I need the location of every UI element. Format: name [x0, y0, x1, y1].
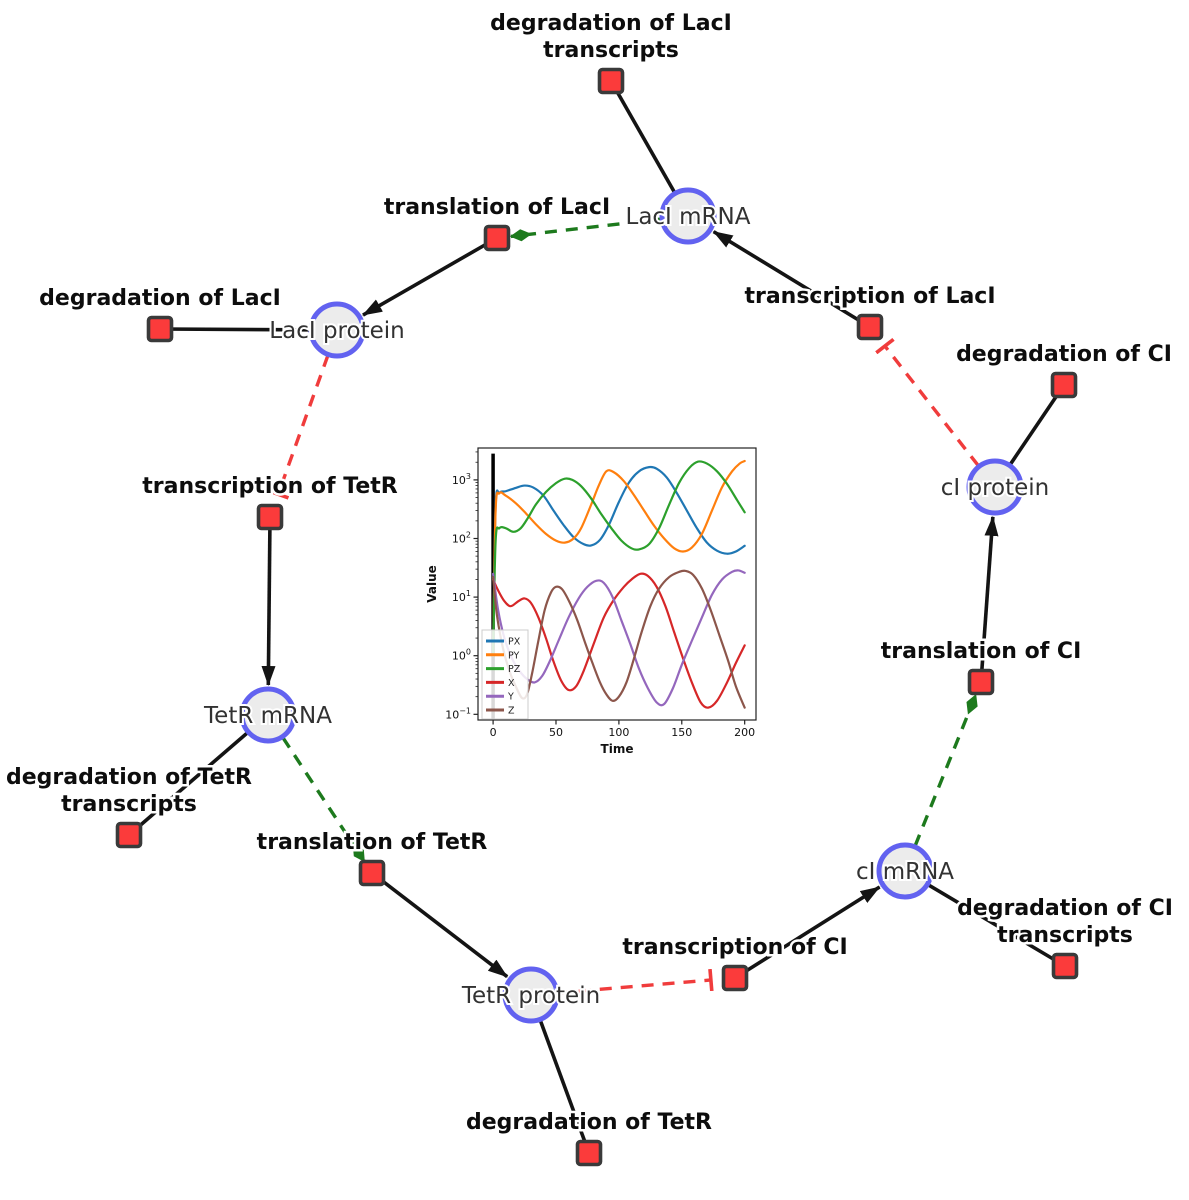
reaction-label-deg_tetr: degradation of TetR	[466, 1110, 712, 1135]
species-node-ci_mrna[interactable]	[876, 842, 934, 900]
legend-entry-PY: PY	[508, 650, 520, 661]
reaction-node-deg_tetr_tx[interactable]	[115, 821, 143, 849]
reaction-label-transl_tetr: translation of TetR	[257, 830, 488, 855]
edge-production-txn_laci-to-laci_mrna	[712, 230, 871, 329]
reaction-node-txn_laci[interactable]	[856, 313, 884, 341]
x-tick-label: 50	[549, 726, 563, 739]
reaction-label-deg_laci: degradation of LacI	[39, 286, 281, 311]
species-label-laci_mrna: LacI mRNA	[626, 204, 751, 230]
edge-consumption-ci_mrna-to-deg_ci_tx	[904, 869, 1066, 968]
reaction-label-transl_laci: translation of LacI	[384, 195, 610, 220]
x-tick-label: 100	[608, 726, 629, 739]
edge-production-transl_laci-to-laci_protein	[362, 236, 498, 317]
legend-entry-PX: PX	[508, 637, 521, 648]
edge-consumption-tetr_mrna-to-deg_tetr_tx	[127, 713, 270, 837]
series-line-X	[491, 572, 746, 709]
reaction-node-transl_tetr[interactable]	[358, 859, 386, 887]
edge-catalysis-ci_mrna-to-transl_ci	[913, 694, 978, 847]
x-tick-label: 200	[734, 726, 755, 739]
reaction-node-transl_ci[interactable]	[967, 668, 995, 696]
edge-production-txn_tetr-to-tetr_mrna	[261, 516, 276, 687]
x-tick-label: 0	[490, 726, 497, 739]
series-line-PY	[491, 459, 746, 657]
species-label-laci_protein: LacI protein	[269, 318, 404, 344]
legend-entry-PZ: PZ	[508, 664, 521, 675]
species-label-ci_protein: cI protein	[941, 475, 1050, 501]
reaction-node-deg_ci_tx[interactable]	[1051, 952, 1079, 980]
edge-catalysis-laci_mrna-to-transl_laci	[509, 217, 662, 242]
reaction-node-txn_tetr[interactable]	[256, 503, 284, 531]
legend-box	[481, 629, 529, 720]
x-tick-label: 150	[671, 726, 692, 739]
reaction-label-transl_ci: translation of CI	[881, 639, 1082, 664]
reaction-node-deg_ci[interactable]	[1050, 371, 1078, 399]
edge-production-transl_ci-to-ci_protein	[979, 515, 999, 683]
chart-legend: PX PY PZ XYZ	[481, 629, 529, 720]
series-line-PZ	[491, 460, 746, 657]
edge-catalysis-tetr_mrna-to-transl_tetr	[281, 736, 366, 863]
nodes-layer	[115, 67, 1079, 1167]
species-label-tetr_protein: TetR protein	[461, 983, 600, 1009]
species-node-tetr_protein[interactable]	[502, 966, 560, 1024]
legend-entry-X: X	[508, 678, 515, 689]
x-axis-label: Time	[601, 742, 634, 756]
reaction-node-deg_laci[interactable]	[146, 315, 174, 343]
edge-inhibition-laci_protein-to-txn_tetr	[267, 354, 330, 500]
edge-production-transl_tetr-to-tetr_protein	[370, 871, 509, 979]
series-line-PX	[491, 465, 746, 657]
labels-layer: degradation of LacI transcripts translatio…	[3, 9, 1175, 1138]
reaction-node-deg_tetr[interactable]	[575, 1139, 603, 1167]
species-node-laci_protein[interactable]	[308, 301, 366, 359]
reaction-label-deg_laci_tx: degradation of LacI transcripts	[490, 11, 732, 63]
series-layer	[491, 459, 746, 709]
legend-entry-Y: Y	[507, 692, 514, 703]
reaction-label-deg_ci_tx: degradation of CI transcripts	[957, 896, 1173, 948]
reaction-label-deg_ci: degradation of CI	[956, 342, 1172, 367]
reaction-label-txn_laci: transcription of LacI	[744, 284, 995, 309]
reaction-label-deg_tetr_tx: degradation of TetR transcripts	[6, 765, 252, 817]
edge-inhibition-ci_protein-to-txn_laci	[875, 337, 980, 467]
reaction-node-txn_ci[interactable]	[721, 964, 749, 992]
species-label-tetr_mrna: TetR mRNA	[203, 703, 332, 729]
legend-entry-Z: Z	[508, 706, 515, 717]
species-node-ci_protein[interactable]	[966, 458, 1024, 516]
edge-inhibition-tetr_protein-to-txn_ci	[557, 968, 714, 995]
edge-production-txn_ci-to-ci_mrna	[734, 885, 881, 980]
timecourse-inset-plot: 0 50 100 150 20010−1100101102103TimeValuePXP…	[424, 430, 776, 780]
y-axis-label: Value	[425, 565, 439, 603]
reaction-label-txn_tetr: transcription of TetR	[142, 474, 398, 499]
species-node-laci_mrna[interactable]	[659, 187, 717, 245]
reaction-node-deg_laci_tx[interactable]	[597, 67, 625, 95]
edge-consumption-laci_protein-to-deg_laci	[159, 327, 338, 332]
species-node-tetr_mrna[interactable]	[239, 686, 297, 744]
species-label-ci_mrna: cI mRNA	[856, 859, 954, 885]
reaction-node-transl_laci[interactable]	[483, 224, 511, 252]
reaction-label-txn_ci: transcription of CI	[622, 935, 847, 960]
